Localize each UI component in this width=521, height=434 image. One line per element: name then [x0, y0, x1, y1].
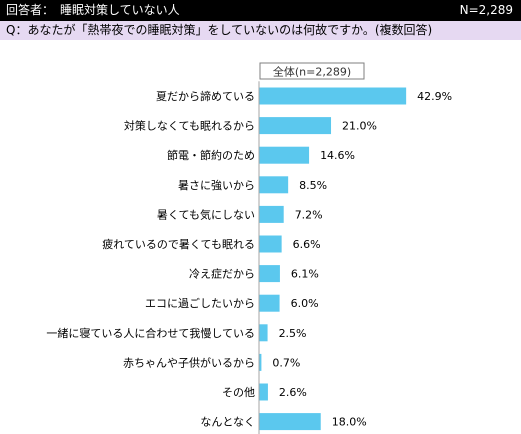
- sample-size: N=2,289: [459, 3, 513, 17]
- bar-9: [259, 324, 268, 342]
- category-label-6: 疲れているので暑くても眠れる: [102, 237, 255, 251]
- category-label-9: 一緒に寝ている人に合わせて我慢している: [46, 326, 255, 340]
- category-label-3: 節電・節約のため: [167, 148, 255, 162]
- category-label-10: 赤ちゃんや子供がいるから: [123, 355, 255, 369]
- value-label-9: 2.5%: [279, 327, 307, 340]
- category-label-8: エコに過ごしたいから: [145, 296, 255, 310]
- bar-6: [259, 235, 282, 253]
- value-label-1: 42.9%: [417, 90, 452, 103]
- respondent-header: 回答者： 睡眠対策していない人 N=2,289: [0, 0, 521, 21]
- category-label-1: 夏だから諦めている: [156, 89, 255, 103]
- category-label-7: 冷え症だから: [189, 267, 255, 281]
- bar-3: [259, 146, 310, 164]
- value-label-12: 18.0%: [332, 416, 367, 429]
- category-label-12: なんとなく: [200, 416, 255, 429]
- category-label-5: 暑くても気にしない: [157, 207, 255, 221]
- bar-11: [259, 383, 268, 401]
- bar-7: [259, 265, 280, 283]
- category-label-4: 暑さに強いから: [178, 179, 255, 192]
- legend: 全体(n=2,289): [259, 62, 365, 80]
- bar-1: [259, 87, 407, 105]
- value-label-4: 8.5%: [299, 179, 327, 192]
- bar-12: [259, 413, 321, 431]
- value-label-11: 2.6%: [279, 386, 307, 399]
- bar-4: [259, 176, 289, 194]
- value-label-10: 0.7%: [272, 356, 300, 369]
- legend-box: [259, 62, 365, 80]
- question-text: Q：あなたが「熱帯夜での睡眠対策」をしていないのは何故ですか。(複数回答): [0, 21, 521, 40]
- bar-5: [259, 205, 284, 223]
- value-label-3: 14.6%: [320, 149, 355, 162]
- value-label-5: 7.2%: [295, 208, 323, 221]
- bars: [259, 87, 407, 431]
- value-label-2: 21.0%: [342, 120, 377, 133]
- value-labels: 42.9% 21.0% 14.6% 8.5% 7.2% 6.6% 6.1% 6.0% 2.5% 0…: [272, 90, 452, 429]
- bar-10: [259, 353, 262, 371]
- bar-8: [259, 294, 280, 312]
- value-label-7: 6.1%: [291, 268, 319, 281]
- category-label-2: 対策しなくても眠れるから: [124, 119, 255, 133]
- legend-label: 全体(n=2,289): [273, 65, 351, 79]
- category-labels: 夏だから諦めている対策しなくても眠れるから節電・節約のため暑さに強いから暑くても…: [46, 89, 255, 429]
- bar-2: [259, 117, 332, 135]
- value-label-6: 6.6%: [293, 238, 321, 251]
- respondent-label: 回答者： 睡眠対策していない人: [6, 3, 180, 17]
- value-label-8: 6.0%: [291, 297, 319, 310]
- category-label-11: その他: [222, 386, 255, 399]
